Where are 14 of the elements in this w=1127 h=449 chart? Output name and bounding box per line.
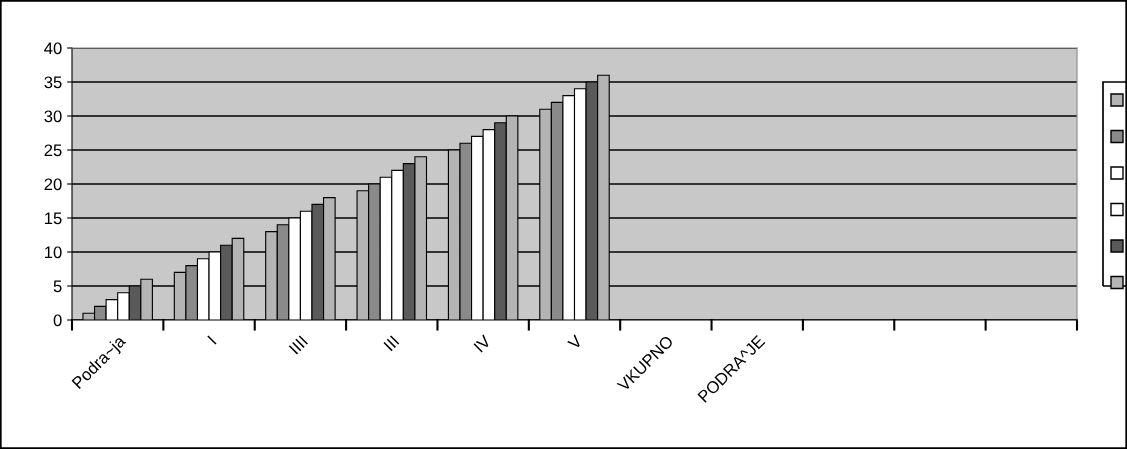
y-tick-label: 25 bbox=[44, 144, 62, 157]
y-tick-label: 0 bbox=[53, 314, 62, 327]
y-tick-label: 35 bbox=[44, 76, 62, 89]
x-tick-label: III bbox=[383, 335, 400, 352]
x-tick-label: IV bbox=[473, 334, 492, 353]
y-tick-label: 15 bbox=[45, 212, 62, 225]
y-tick-label: 20 bbox=[44, 178, 62, 191]
y-tick-label: 40 bbox=[44, 42, 62, 55]
x-tick-label: I bbox=[207, 335, 217, 345]
y-tick-label: 10 bbox=[45, 246, 62, 259]
y-tick-label: 30 bbox=[44, 110, 62, 123]
y-tick-label: 5 bbox=[53, 280, 62, 293]
x-tick-label: V bbox=[567, 334, 583, 351]
x-tick-label: IIII bbox=[288, 335, 308, 355]
